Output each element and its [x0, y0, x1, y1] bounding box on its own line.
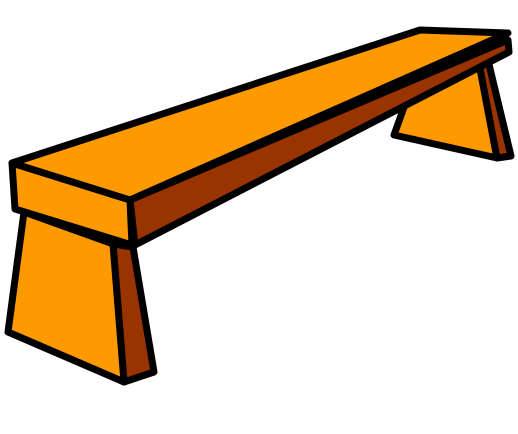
bench-illustration [0, 0, 518, 434]
